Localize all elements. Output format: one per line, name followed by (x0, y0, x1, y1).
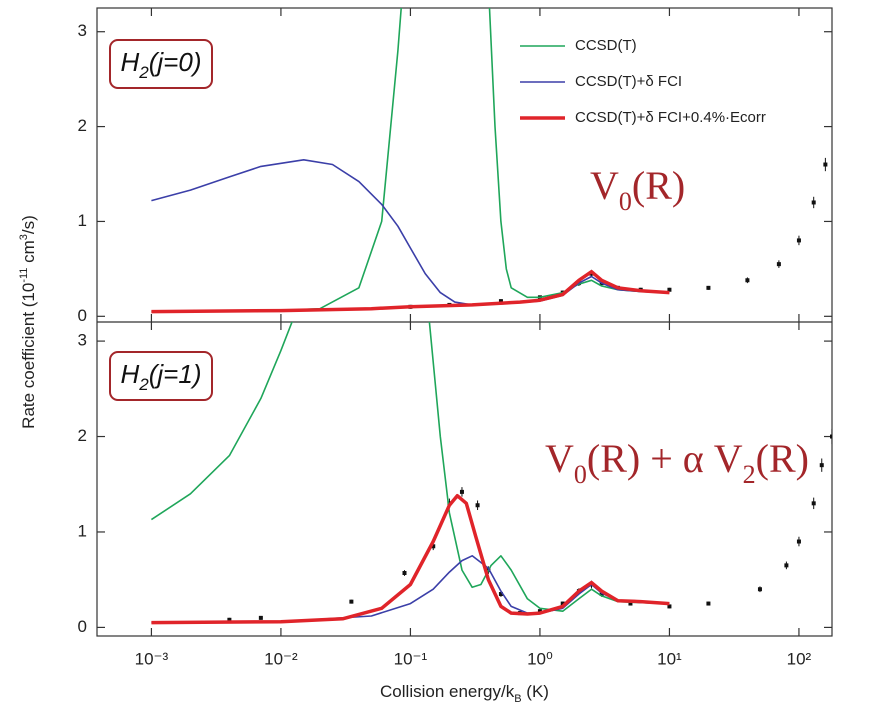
data-point (836, 125, 840, 129)
data-point (830, 434, 832, 439)
annotation-part: (R) (632, 163, 685, 208)
panel-label-part: (j=1) (149, 359, 202, 389)
legend-label: CCSD(T)+δ FCI+0.4%·Ecorr (575, 109, 766, 126)
data-point (811, 501, 816, 506)
annotation-part: V (545, 436, 574, 481)
x-axis-label: Collision energy/kB (K) (380, 682, 549, 704)
series-line (151, 269, 670, 314)
x-tick-label: 10⁻² (264, 649, 298, 668)
panel-label-part: 2 (138, 375, 149, 394)
annotation-part: V (590, 163, 619, 208)
series-line (151, 8, 670, 313)
annotation-part: 0 (619, 187, 632, 216)
data-point (855, 30, 859, 34)
x-tick-label: 10⁰ (527, 649, 553, 668)
label-box (109, 351, 213, 401)
annotation-part: 2 (743, 460, 756, 489)
y-tick-label: 1 (78, 521, 87, 540)
panel-label: H2(j=1) (121, 359, 202, 394)
y-axis-label-part: 3 (18, 234, 30, 240)
y-tick-label: 2 (78, 116, 87, 135)
data-point (851, 49, 855, 53)
y-tick-label: 1 (78, 211, 87, 230)
y-axis-label-part: Rate coefficient (10 (19, 283, 38, 429)
data-point (560, 601, 565, 606)
data-point (537, 609, 542, 614)
data-point (258, 615, 263, 620)
annotation-part: (R) (756, 436, 809, 481)
data-point (796, 539, 801, 544)
legend-label: CCSD(T) (575, 37, 637, 54)
data-point (706, 601, 711, 606)
data-point (227, 617, 232, 622)
panel-label-part: 2 (138, 63, 149, 82)
data-point (628, 601, 633, 606)
x-axis-label-part: B (514, 693, 521, 705)
y-tick-label: 0 (78, 617, 87, 636)
annotation: V0(R) (590, 163, 685, 216)
y-tick-label: 3 (78, 331, 87, 350)
data-point (498, 592, 503, 597)
annotation-part: (R) + α V (587, 436, 743, 481)
x-tick-label: 10¹ (657, 649, 682, 668)
x-axis-label-part: Collision energy/k (380, 682, 515, 701)
data-point (796, 238, 801, 243)
data-point (819, 463, 824, 468)
data-point (667, 604, 672, 609)
data-point (844, 382, 848, 386)
data-point (498, 299, 503, 304)
series-line (151, 159, 670, 306)
series-line (150, 322, 670, 612)
data-point (784, 563, 789, 568)
y-tick-label: 0 (78, 306, 87, 325)
y-tick-label: 2 (78, 426, 87, 445)
legend-label: CCSD(T)+δ FCI (575, 73, 682, 90)
data-point (475, 503, 480, 508)
data-point (667, 287, 672, 292)
y-axis-label-part: -11 (18, 268, 30, 283)
data-point (431, 544, 436, 549)
data-point (459, 489, 464, 494)
data-point (844, 77, 848, 81)
y-axis-label-part: /s) (19, 215, 38, 234)
series-line (151, 493, 670, 625)
x-tick-label: 10⁻³ (135, 649, 169, 668)
data-point (757, 587, 762, 592)
x-tick-label: 10⁻¹ (394, 649, 428, 668)
y-axis-label: Rate coefficient (10-11 cm3/s) (18, 215, 39, 429)
panel-label-part: H (121, 47, 140, 77)
y-tick-label: 3 (78, 21, 87, 40)
data-point (599, 592, 604, 597)
data-point (745, 278, 750, 283)
annotation-part: 0 (574, 460, 587, 489)
data-point (836, 406, 840, 410)
panel-label: H2(j=0) (121, 47, 202, 82)
plot-area (150, 322, 852, 625)
data-point (402, 571, 407, 576)
data-point (776, 262, 781, 267)
y-axis-label-part: cm (19, 240, 38, 267)
panel-label-part: H (121, 359, 140, 389)
label-box (109, 39, 213, 89)
data-point (811, 200, 816, 205)
data-point (349, 599, 354, 604)
annotation: V0(R) + α V2(R) (545, 436, 809, 489)
data-point (823, 162, 828, 167)
panel-label-part: (j=0) (149, 47, 202, 77)
x-axis-label-part: (K) (522, 682, 549, 701)
plot-area (151, 8, 859, 314)
data-point (848, 368, 852, 372)
data-point (706, 285, 711, 290)
x-tick-label: 10² (787, 649, 812, 668)
